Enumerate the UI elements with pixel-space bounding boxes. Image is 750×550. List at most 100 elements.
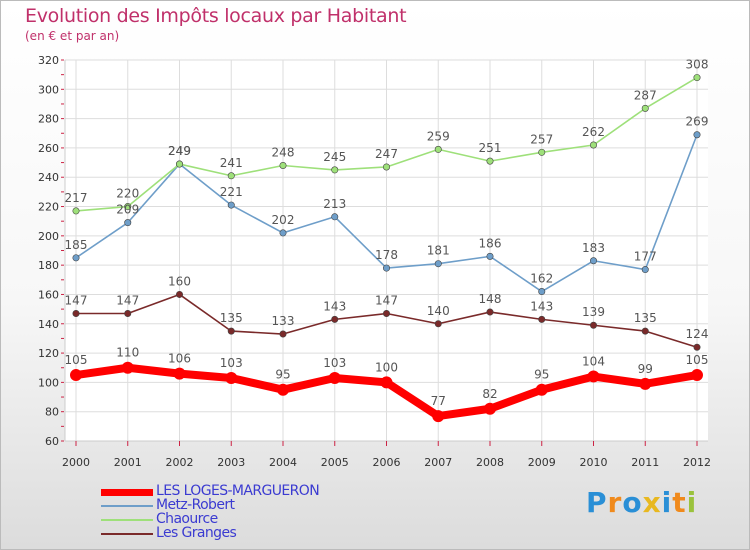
- data-label-metz-robert: 185: [65, 238, 88, 252]
- x-tick-label: 2011: [631, 456, 659, 469]
- legend-label-chaource: Chaource: [156, 511, 218, 527]
- y-tick-label: 320: [38, 54, 59, 67]
- data-point-chaource: [124, 203, 132, 211]
- data-label-les-loges-margueron: 100: [375, 360, 398, 374]
- legend-item: Chaource: [101, 511, 441, 527]
- y-tick-label: 220: [38, 201, 59, 214]
- legend-swatch-metz-robert: [101, 505, 153, 507]
- data-label-chaource: 257: [530, 132, 553, 146]
- data-point-metz-robert: [279, 229, 287, 237]
- data-point-les-loges-margueron: [535, 383, 548, 396]
- data-label-les-granges: 143: [530, 299, 553, 313]
- y-tick-label: 120: [38, 347, 59, 360]
- y-tick-label: 180: [38, 259, 59, 272]
- data-point-les-granges: [641, 327, 649, 335]
- data-point-metz-robert: [589, 257, 597, 265]
- data-point-chaource: [176, 160, 184, 168]
- data-point-metz-robert: [331, 213, 339, 221]
- data-point-les-granges: [693, 343, 701, 351]
- data-label-les-granges: 133: [272, 314, 295, 328]
- data-point-les-loges-margueron: [121, 361, 134, 374]
- legend-swatch-les-granges: [101, 533, 153, 535]
- data-point-chaource: [589, 141, 597, 149]
- data-point-metz-robert: [72, 254, 80, 262]
- data-label-les-granges: 148: [479, 292, 502, 306]
- data-point-les-loges-margueron: [277, 383, 289, 396]
- data-label-chaource: 308: [686, 58, 709, 72]
- data-label-chaource: 220: [116, 187, 139, 201]
- data-label-metz-robert: 202: [272, 213, 295, 227]
- data-point-les-loges-margueron: [70, 369, 82, 382]
- data-label-les-granges: 135: [634, 311, 657, 325]
- data-label-les-granges: 140: [427, 304, 450, 318]
- x-tick-label: 2000: [62, 456, 90, 469]
- data-point-metz-robert: [641, 266, 649, 274]
- y-tick-label: 300: [38, 83, 59, 96]
- data-point-les-loges-margueron: [484, 402, 496, 415]
- y-tick-label: 260: [38, 142, 59, 155]
- data-point-les-granges: [331, 315, 339, 323]
- x-tick-label: 2004: [269, 456, 297, 469]
- x-tick-label: 2003: [217, 456, 245, 469]
- data-label-chaource: 262: [582, 125, 605, 139]
- legend: LES LOGES-MARGUERON Metz-Robert Chaource…: [101, 483, 441, 541]
- x-tick-label: 2009: [528, 456, 556, 469]
- data-label-chaource: 247: [375, 147, 398, 161]
- data-label-chaource: 217: [65, 191, 88, 205]
- legend-swatch-les-loges-margueron: [101, 489, 153, 496]
- y-tick-label: 280: [38, 113, 59, 126]
- data-point-les-granges: [279, 330, 287, 338]
- legend-swatch-chaource: [101, 519, 153, 521]
- data-point-chaource: [538, 148, 546, 156]
- data-point-les-granges: [486, 308, 494, 316]
- data-label-les-loges-margueron: 105: [65, 353, 88, 367]
- data-point-metz-robert: [693, 131, 701, 139]
- x-tick-label: 2007: [424, 456, 452, 469]
- data-label-les-granges: 147: [65, 294, 88, 308]
- data-label-les-granges: 135: [220, 311, 243, 325]
- data-point-chaource: [331, 166, 339, 174]
- data-point-chaource: [693, 74, 701, 82]
- data-point-les-loges-margueron: [173, 367, 186, 380]
- x-tick-label: 2008: [476, 456, 504, 469]
- y-tick-label: 240: [38, 171, 59, 184]
- logo-letter: P: [586, 486, 608, 519]
- legend-label-les-granges: Les Granges: [156, 525, 237, 541]
- legend-item: Les Granges: [101, 525, 441, 541]
- data-point-metz-robert: [486, 252, 494, 260]
- data-point-metz-robert: [382, 264, 390, 272]
- logo-letter: x: [642, 486, 662, 519]
- data-label-metz-robert: 162: [530, 272, 553, 286]
- y-tick-label: 60: [45, 435, 59, 448]
- data-label-metz-robert: 183: [582, 241, 605, 255]
- logo-letter: t: [672, 486, 687, 519]
- data-point-chaource: [72, 207, 80, 215]
- data-label-metz-robert: 209: [116, 203, 139, 217]
- data-label-les-loges-margueron: 95: [275, 368, 290, 382]
- data-label-metz-robert: 269: [686, 115, 709, 129]
- logo-letter: i: [661, 486, 673, 519]
- logo-letter: o: [622, 486, 643, 519]
- data-label-les-loges-margueron: 103: [323, 356, 346, 370]
- data-point-chaource: [434, 145, 442, 153]
- legend-item: Metz-Robert: [101, 497, 441, 513]
- data-label-les-granges: 147: [116, 294, 139, 308]
- legend-item: LES LOGES-MARGUERON: [101, 483, 441, 499]
- data-label-les-loges-margueron: 77: [431, 394, 446, 408]
- data-point-les-granges: [538, 315, 546, 323]
- legend-label-les-loges-margueron: LES LOGES-MARGUERON: [156, 483, 320, 499]
- data-label-metz-robert: 177: [634, 250, 657, 264]
- data-point-metz-robert: [538, 288, 546, 296]
- chart-title: Evolution des Impôts locaux par Habitant: [25, 5, 407, 27]
- data-label-chaource: 248: [272, 146, 295, 160]
- data-point-metz-robert: [124, 219, 132, 227]
- data-label-chaource: 245: [323, 150, 346, 164]
- data-label-metz-robert: 213: [323, 197, 346, 211]
- data-label-les-granges: 143: [323, 299, 346, 313]
- y-tick-label: 200: [38, 230, 59, 243]
- data-point-chaource: [486, 157, 494, 165]
- data-point-les-loges-margueron: [691, 369, 703, 382]
- data-label-les-granges: 160: [168, 274, 191, 288]
- x-tick-label: 2010: [580, 456, 608, 469]
